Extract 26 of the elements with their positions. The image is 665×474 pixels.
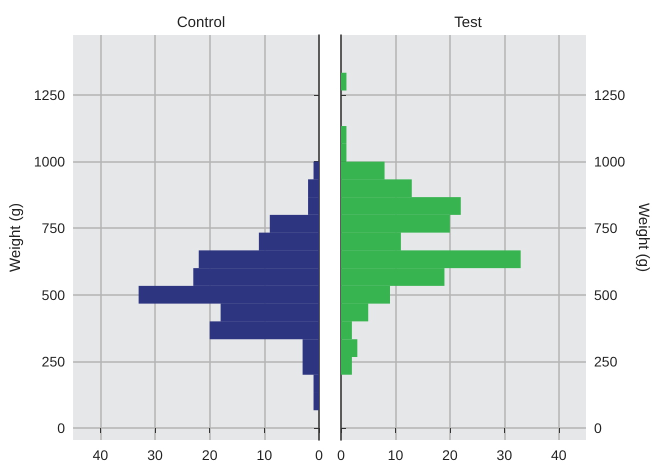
chart-title: Test bbox=[454, 14, 483, 31]
x-tick-label: 40 bbox=[550, 447, 567, 463]
x-tick-label: 10 bbox=[256, 447, 272, 463]
y-tick-label: 500 bbox=[594, 286, 618, 303]
y-tick-label: 500 bbox=[42, 286, 66, 303]
chart-title: Control bbox=[176, 14, 226, 31]
y-tick-label: 750 bbox=[594, 220, 618, 236]
y-tick-label: 1000 bbox=[594, 154, 626, 170]
y-tick-label: 250 bbox=[594, 353, 618, 370]
x-tick-label: 20 bbox=[202, 447, 218, 463]
y-tick-label: 0 bbox=[57, 420, 66, 436]
y-axis-title: Weight (g) bbox=[635, 203, 652, 272]
y-tick-label: 1000 bbox=[34, 154, 66, 170]
x-tick-label: 0 bbox=[315, 447, 324, 463]
x-tick-label: 10 bbox=[388, 447, 404, 463]
y-tick-label: 750 bbox=[42, 220, 66, 236]
y-tick-label: 250 bbox=[42, 353, 66, 370]
x-tick-label: 30 bbox=[496, 447, 512, 463]
y-tick-label: 1250 bbox=[594, 86, 626, 103]
y-axis-title: Weight (g) bbox=[7, 203, 24, 272]
x-tick-label: 20 bbox=[442, 447, 458, 463]
x-tick-label: 0 bbox=[337, 447, 346, 463]
x-tick-label: 40 bbox=[92, 447, 108, 463]
x-tick-label: 30 bbox=[147, 447, 164, 463]
y-tick-label: 0 bbox=[594, 420, 602, 436]
y-tick-label: 1250 bbox=[34, 86, 66, 103]
